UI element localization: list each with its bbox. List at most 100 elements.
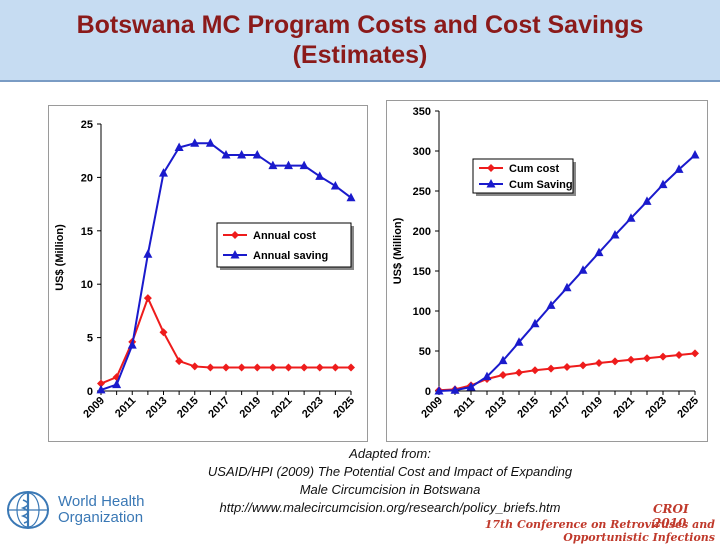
y-tick-label: 300	[413, 146, 431, 158]
cost-point	[222, 363, 230, 372]
x-tick-label: 2015	[175, 395, 201, 421]
cost-point	[347, 363, 355, 372]
y-tick-label: 350	[413, 106, 431, 118]
saving-point	[205, 138, 215, 147]
title-line-1: Botswana MC Program Costs and Cost Savin…	[76, 11, 644, 39]
saving-point	[562, 282, 572, 292]
saving-point	[658, 179, 668, 189]
cost-point	[331, 363, 340, 372]
x-tick-label: 2017	[206, 395, 232, 421]
cost-point	[159, 328, 168, 337]
x-tick-label: 2013	[144, 395, 170, 421]
who-line-2: Organization	[58, 509, 144, 526]
cost-point	[611, 357, 619, 366]
cost-point	[284, 363, 293, 372]
y-tick-label: 15	[81, 226, 93, 238]
cost-point	[175, 357, 184, 366]
saving-point	[159, 168, 168, 177]
x-tick-label: 2011	[452, 395, 477, 420]
caption-line-1: Adapted from:	[349, 446, 431, 461]
cost-point	[515, 368, 523, 377]
cost-point	[315, 363, 324, 372]
x-tick-label: 2025	[331, 395, 357, 421]
page-title: Botswana MC Program Costs and Cost Savin…	[0, 10, 720, 70]
who-emblem-icon	[7, 491, 49, 529]
y-tick-label: 150	[413, 266, 431, 278]
cost-point	[675, 351, 683, 359]
saving-point	[546, 300, 556, 309]
saving-point	[674, 164, 684, 173]
y-tick-label: 0	[425, 386, 431, 398]
cost-point	[206, 363, 215, 372]
caption-link[interactable]: http://www.malecircumcision.org/research…	[219, 500, 561, 515]
legend-marker-diamond	[487, 164, 495, 172]
legend-label: Cum cost	[509, 163, 559, 175]
cost-point	[300, 363, 309, 372]
y-tick-label: 5	[87, 333, 93, 345]
x-tick-label: 2017	[547, 395, 573, 421]
saving-point	[626, 213, 636, 222]
cost-point	[691, 349, 699, 358]
title-band	[0, 0, 720, 82]
legend-label: Cum Saving	[509, 179, 573, 191]
x-tick-label: 2019	[579, 395, 605, 421]
legend-marker-triangle	[230, 250, 240, 259]
saving-point	[642, 196, 652, 205]
y-tick-label: 100	[413, 306, 431, 318]
saving-point	[174, 142, 184, 151]
saving-point	[498, 355, 508, 365]
cost-point	[531, 366, 539, 375]
cost-point	[659, 352, 667, 361]
x-tick-label: 2021	[611, 395, 637, 421]
saving-point	[450, 385, 460, 394]
saving-point	[578, 265, 588, 274]
who-wordmark: World Health Organization	[58, 494, 144, 526]
title-line-2: (Estimates)	[292, 41, 428, 69]
x-tick-label: 2023	[643, 395, 669, 421]
cost-point	[595, 359, 603, 367]
cost-point	[253, 363, 262, 372]
cost-point	[643, 354, 651, 363]
x-tick-label: 2009	[419, 395, 445, 421]
y-tick-label: 200	[413, 226, 431, 238]
cost-point	[97, 379, 105, 388]
saving-point	[482, 371, 492, 381]
saving-point	[434, 386, 444, 395]
saving-point	[315, 171, 325, 180]
legend-label: Annual saving	[253, 250, 328, 262]
saving-point	[466, 382, 476, 391]
who-line-1: World Health	[58, 493, 145, 510]
x-tick-label: 2021	[269, 395, 295, 421]
saving-point	[284, 160, 293, 170]
saving-point	[299, 160, 309, 170]
cumulative-chart-svg: 0 50 100 150 200 250 300 350 US$ (Million) 2009 20…	[392, 106, 701, 421]
conference-label: 17th Conference on Retroviruses and Oppo…	[484, 518, 715, 544]
y-axis-label: US$ (Million)	[392, 217, 404, 284]
saving-point	[237, 149, 247, 159]
saving-point	[143, 249, 153, 258]
y-tick-label: 25	[81, 119, 93, 131]
saving-point	[690, 150, 700, 159]
cost-point	[237, 363, 246, 372]
x-tick-label: 2013	[483, 395, 509, 421]
legend-box	[216, 222, 352, 268]
saving-point	[96, 384, 106, 394]
who-logo: World Health Organization	[6, 490, 156, 530]
y-tick-label: 50	[419, 346, 431, 358]
cost-point	[579, 361, 587, 370]
legend-marker-triangle	[486, 179, 496, 188]
cumulative-chart: 0 50 100 150 200 250 300 350 US$ (Million) 2009 20…	[386, 100, 708, 442]
cost-point	[190, 362, 199, 371]
x-tick-label: 2009	[81, 395, 107, 421]
saving-point	[268, 160, 278, 170]
saving-point	[330, 180, 340, 190]
annual-chart: 0 5 10 15 20 25 US$ (Million) 2009 2011 2013 2015 2…	[48, 105, 368, 442]
saving-point	[514, 337, 524, 346]
source-caption: Adapted from: USAID/HPI (2009) The Poten…	[120, 445, 660, 517]
x-tick-label: 2015	[515, 395, 541, 421]
y-tick-label: 0	[87, 386, 93, 398]
cost-point	[563, 363, 571, 371]
caption-line-2: USAID/HPI (2009) The Potential Cost and …	[207, 464, 573, 479]
cost-point	[143, 294, 152, 303]
